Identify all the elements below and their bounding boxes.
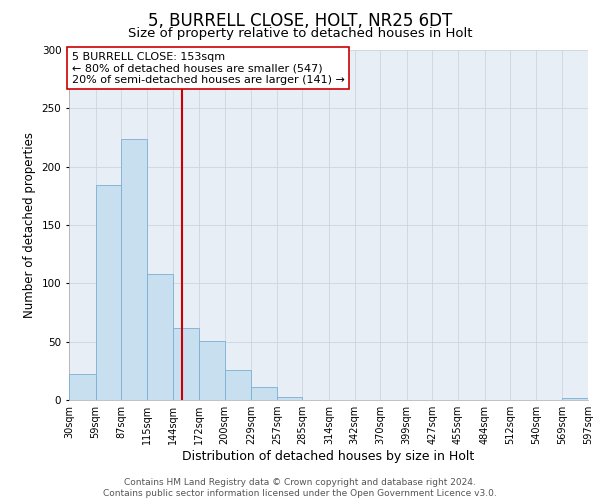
Bar [251, 387, 277, 400]
Text: 5, BURRELL CLOSE, HOLT, NR25 6DT: 5, BURRELL CLOSE, HOLT, NR25 6DT [148, 12, 452, 30]
Bar [277, 396, 302, 400]
Bar [199, 340, 224, 400]
X-axis label: Distribution of detached houses by size in Holt: Distribution of detached houses by size … [182, 450, 475, 463]
Bar [69, 374, 95, 400]
Bar [95, 186, 121, 400]
Text: 5 BURRELL CLOSE: 153sqm
← 80% of detached houses are smaller (547)
20% of semi-d: 5 BURRELL CLOSE: 153sqm ← 80% of detache… [71, 52, 344, 85]
Y-axis label: Number of detached properties: Number of detached properties [23, 132, 36, 318]
Bar [121, 138, 147, 400]
Bar [224, 370, 251, 400]
Bar [173, 328, 199, 400]
Text: Contains HM Land Registry data © Crown copyright and database right 2024.
Contai: Contains HM Land Registry data © Crown c… [103, 478, 497, 498]
Text: Size of property relative to detached houses in Holt: Size of property relative to detached ho… [128, 28, 472, 40]
Bar [562, 398, 588, 400]
Bar [147, 274, 173, 400]
